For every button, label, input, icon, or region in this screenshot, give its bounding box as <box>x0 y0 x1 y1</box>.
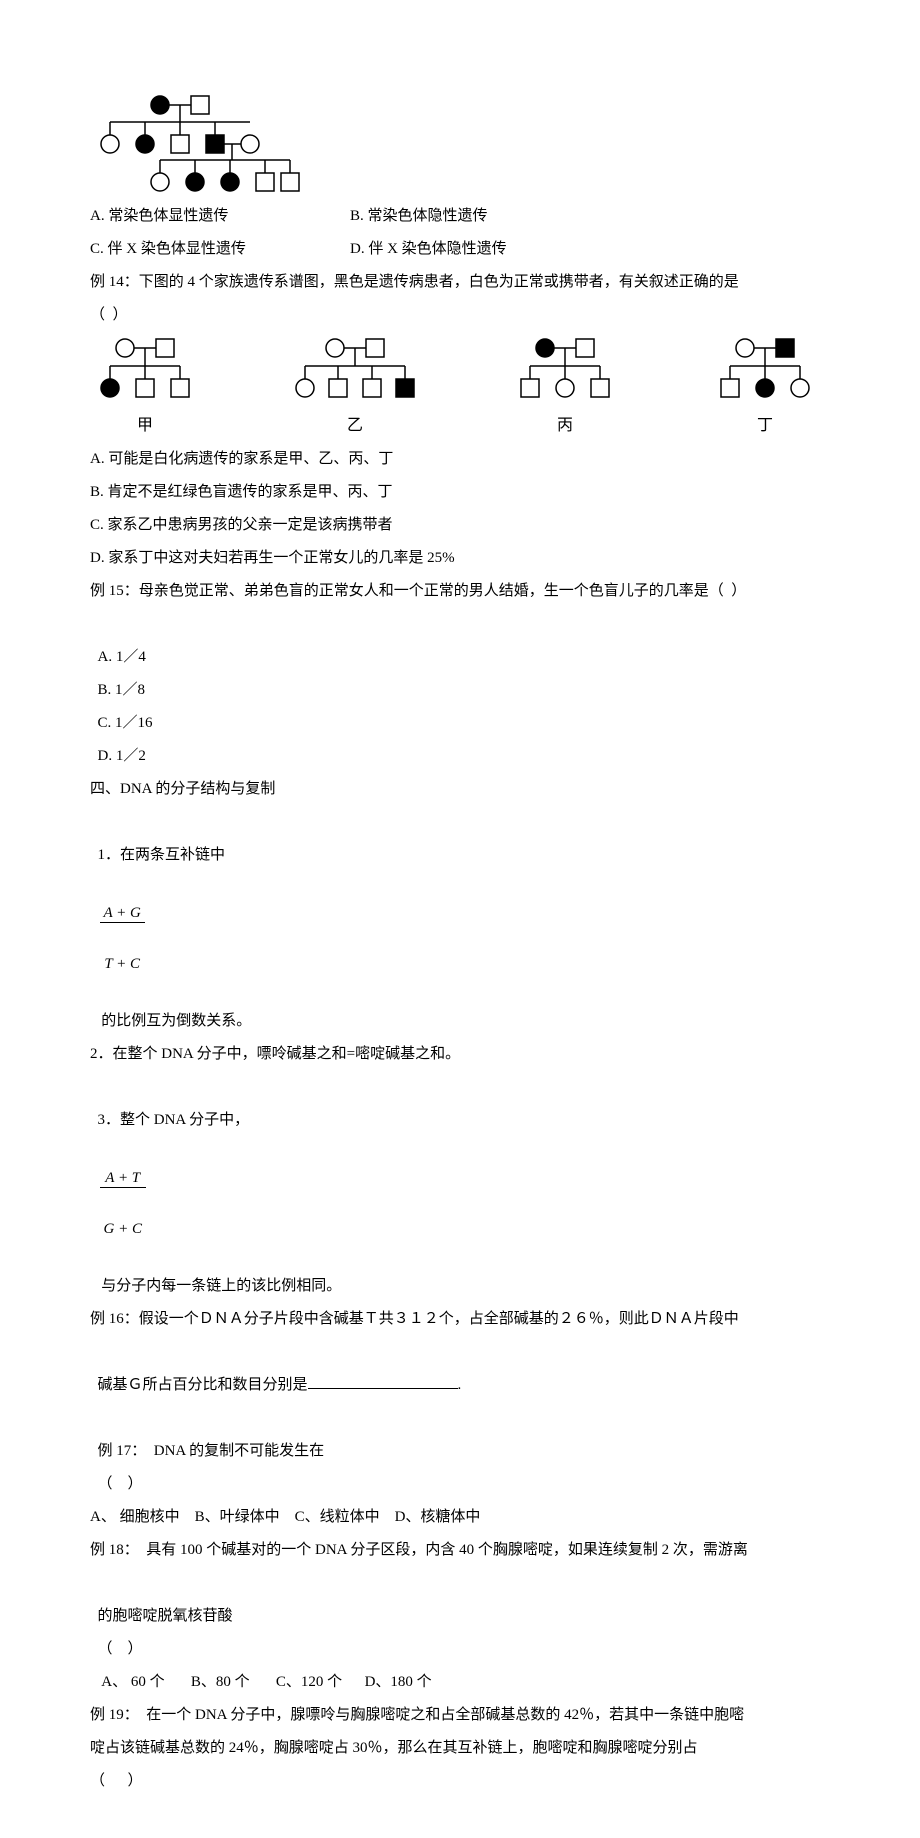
q15-opt-c: C. 1／16 <box>98 707 208 740</box>
q14-paren: （ ） <box>90 299 830 332</box>
q13-options-row2: C. 伴 X 染色体显性遗传 D. 伴 X 染色体隐性遗传 <box>90 233 830 266</box>
sec4-title: 四、DNA 的分子结构与复制 <box>90 773 830 806</box>
label-jia: 甲 <box>137 408 153 443</box>
frac2-den: G + C <box>100 1221 146 1238</box>
sec4-p3a: 3．整个 DNA 分子中， <box>98 1112 250 1128</box>
q14-opt-b: B. 肯定不是红绿色盲遗传的家系是甲、丙、丁 <box>90 476 830 509</box>
label-bing: 丙 <box>557 408 573 443</box>
q18-opts: A、 60 个 B、80 个 C、120 个 D、180 个 <box>90 1666 830 1699</box>
q17-stем: 例 17： DNA 的复制不可能发生在 <box>98 1435 478 1468</box>
pedigree-ding: 丁 <box>710 336 820 443</box>
q16-blank <box>308 1373 458 1389</box>
q14-opt-a: A. 可能是白化病遗传的家系是甲、乙、丙、丁 <box>90 443 830 476</box>
q15-opt-b: B. 1／8 <box>98 674 228 707</box>
q15-opt-d: D. 1／2 <box>98 740 146 773</box>
q14-stem: 例 14：下图的 4 个家族遗传系谱图，黑色是遗传病患者，白色为正常或携带者，有… <box>90 266 830 299</box>
q13-opt-c: C. 伴 X 染色体显性遗传 <box>90 233 350 266</box>
frac-ag-tc: A + G T + C <box>100 872 145 1005</box>
frac-at-gc: A + T G + C <box>100 1137 146 1270</box>
q13-options-row1: A. 常染色体显性遗传 B. 常染色体隐性遗传 <box>90 200 830 233</box>
pedigree-yi: 乙 <box>290 336 420 443</box>
label-ding: 丁 <box>757 408 773 443</box>
q15-opt-a: A. 1／4 <box>98 641 248 674</box>
sec4-p2: 2．在整个 DNA 分子中，嘌呤碱基之和=嘧啶碱基之和。 <box>90 1038 830 1071</box>
pedigree-top <box>90 90 830 200</box>
q19-paren: （ ） <box>90 1765 830 1798</box>
sec4-p1a: 1．在两条互补链中 <box>98 847 226 863</box>
q13-opt-b: B. 常染色体隐性遗传 <box>350 200 488 233</box>
frac1-den: T + C <box>100 956 145 973</box>
q16-tail: . <box>458 1377 462 1393</box>
q18-paren: （ ） <box>98 1641 143 1657</box>
q15-stem: 例 15：母亲色觉正常、弟弟色盲的正常女人和一个正常的男人结婚，生一个色盲儿子的… <box>90 575 830 608</box>
sec4-p3: 3．整个 DNA 分子中， A + T G + C 与分子内每一条链上的该比例相… <box>90 1071 830 1303</box>
q17-opts: A、 细胞核中 B、叶绿体中 C、线粒体中 D、核糖体中 <box>90 1501 830 1534</box>
q13-opt-d: D. 伴 X 染色体隐性遗传 <box>350 233 507 266</box>
q18-a: 例 18： 具有 100 个碱基对的一个 DNA 分子区段，内含 40 个胸腺嘧… <box>90 1534 830 1567</box>
label-yi: 乙 <box>347 408 363 443</box>
q19-b: 啶占该链碱基总数的 24％，胸腺嘧啶占 30％，那么在其互补链上，胞嘧啶和胸腺嘧… <box>90 1732 830 1765</box>
q16-b: 碱基Ｇ所占百分比和数目分别是. <box>90 1336 830 1402</box>
pedigree-top-svg <box>90 90 300 200</box>
sec4-p3b: 与分子内每一条链上的该比例相同。 <box>98 1278 342 1294</box>
q14-opt-d: D. 家系丁中这对夫妇若再生一个正常女儿的几率是 25% <box>90 542 830 575</box>
q17-paren: （ ） <box>98 1476 143 1492</box>
q16-a: 例 16：假设一个ＤＮＡ分子片段中含碱基Ｔ共３１２个，占全部碱基的２６％，则此Ｄ… <box>90 1303 830 1336</box>
q16-b-text: 碱基Ｇ所占百分比和数目分别是 <box>98 1377 308 1393</box>
sec4-p1: 1．在两条互补链中 A + G T + C 的比例互为倒数关系。 <box>90 806 830 1038</box>
pedigree-jia: 甲 <box>90 336 200 443</box>
frac2-num: A + T <box>100 1170 146 1188</box>
pedigree-bing: 丙 <box>510 336 620 443</box>
q13-opt-a: A. 常染色体显性遗传 <box>90 200 350 233</box>
q15-opts: A. 1／4 B. 1／8 C. 1／16 D. 1／2 <box>90 608 830 773</box>
sec4-p1b: 的比例互为倒数关系。 <box>98 1013 252 1029</box>
q18-b: 的胞嘧啶脱氧核苷酸 <box>98 1600 358 1633</box>
q17-line: 例 17： DNA 的复制不可能发生在 （ ） <box>90 1402 830 1501</box>
q19-a: 例 19： 在一个 DNA 分子中，腺嘌呤与胸腺嘧啶之和占全部碱基总数的 42％… <box>90 1699 830 1732</box>
q14-pedigrees: 甲 乙 <box>90 336 830 443</box>
q18-b-line: 的胞嘧啶脱氧核苷酸 （ ） <box>90 1567 830 1666</box>
q14-opt-c: C. 家系乙中患病男孩的父亲一定是该病携带者 <box>90 509 830 542</box>
frac1-num: A + G <box>100 905 145 923</box>
